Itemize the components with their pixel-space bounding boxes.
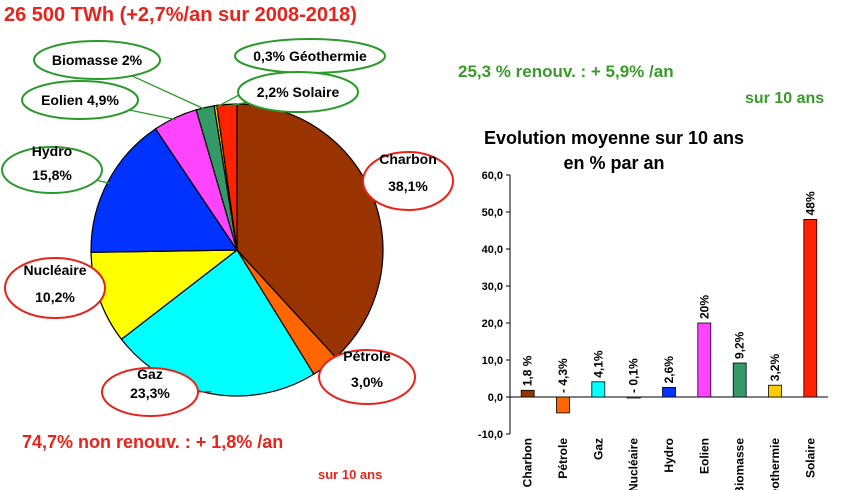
- pie-slice-gaz: [120, 249, 315, 397]
- pie-leader-eolien: [129, 109, 177, 121]
- pie-leader-biomasse: [131, 75, 206, 111]
- headline-total-energy: 26 500 TWh (+2,7%/an sur 2008-2018): [4, 4, 357, 26]
- headline-nonrenewable-period: sur 10 ans: [318, 467, 383, 482]
- pie-callout-charbon: [362, 151, 454, 211]
- pie-label-gaz: Gaz 23,3%: [130, 366, 170, 401]
- pie-label-hydro: Hydro 15,8%: [32, 143, 73, 183]
- pie-callout-eolien: [21, 80, 139, 120]
- pie-label-eolien: Eolien 4,9%: [41, 92, 119, 108]
- pie-label-geothermie: 0,3% Géothermie: [253, 48, 367, 64]
- pie-label-petrole: Pétrole 3,0%: [343, 348, 391, 390]
- pie-callout-solaire: [237, 71, 359, 113]
- pie-label-charbon: Charbon 38,1%: [379, 151, 437, 194]
- pie-leader-solaire: [226, 101, 247, 107]
- pie-label-solaire: 2,2% Solaire: [257, 84, 340, 100]
- pie-label-nucleaire: Nucléaire 10,2%: [23, 262, 86, 305]
- pie-callout-hydro: [1, 146, 103, 194]
- pie-callout-biomasse: [33, 40, 161, 80]
- pie-callout-petrole: [318, 349, 416, 405]
- pie-leader-hydro: [96, 179, 110, 184]
- headline-nonrenewable-share: 74,7% non renouv. : + 1,8% /an: [22, 432, 284, 452]
- pie-label-biomasse: Biomasse 2%: [52, 52, 143, 68]
- pie-callout-nucleaire: [4, 257, 106, 319]
- pie-callout-gaz: [101, 367, 199, 417]
- headline-renewable-period: sur 10 ans: [745, 90, 825, 107]
- headline-renewable-share: 25,3 % renouv. : + 5,9% /an: [458, 62, 674, 81]
